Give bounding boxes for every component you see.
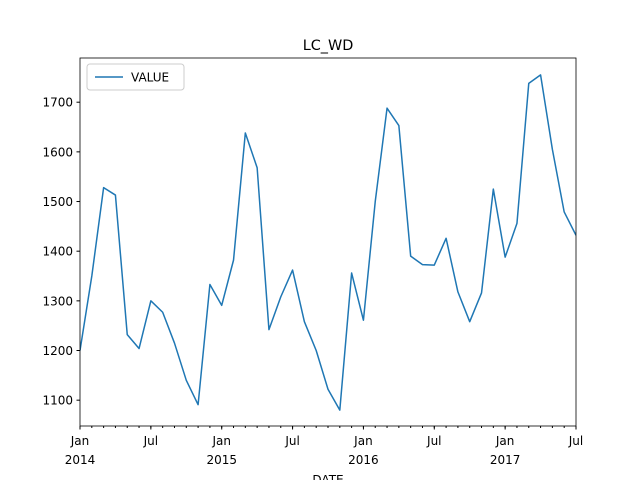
x-tick-label: Jan (211, 434, 231, 448)
x-tick-label: Jul (284, 434, 299, 448)
data-line (80, 74, 576, 411)
legend-label: VALUE (131, 71, 169, 85)
x-tick-label: Jul (426, 434, 441, 448)
x-tick-label: Jan (495, 434, 515, 448)
x-tick-year: 2014 (65, 453, 96, 467)
x-tick-year: 2015 (206, 453, 237, 467)
plot-frame (79, 57, 577, 427)
y-tick-label: 1300 (42, 294, 73, 308)
y-tick-label: 1200 (42, 344, 73, 358)
y-tick-label: 1500 (42, 195, 73, 209)
x-axis-label: DATE (312, 473, 343, 480)
y-tick-label: 1600 (42, 145, 73, 159)
legend-box (86, 63, 185, 91)
x-tick-year: 2017 (490, 453, 521, 467)
chart-title: LC_WD (303, 38, 354, 54)
y-tick-label: 1700 (42, 96, 73, 110)
x-tick-label: Jan (353, 434, 373, 448)
x-tick-label: Jul (568, 434, 583, 448)
y-tick-label: 1400 (42, 245, 73, 259)
x-tick-year: 2016 (348, 453, 379, 467)
y-tick-label: 1100 (42, 394, 73, 408)
x-tick-label: Jul (143, 434, 158, 448)
x-tick-label: Jan (70, 434, 90, 448)
